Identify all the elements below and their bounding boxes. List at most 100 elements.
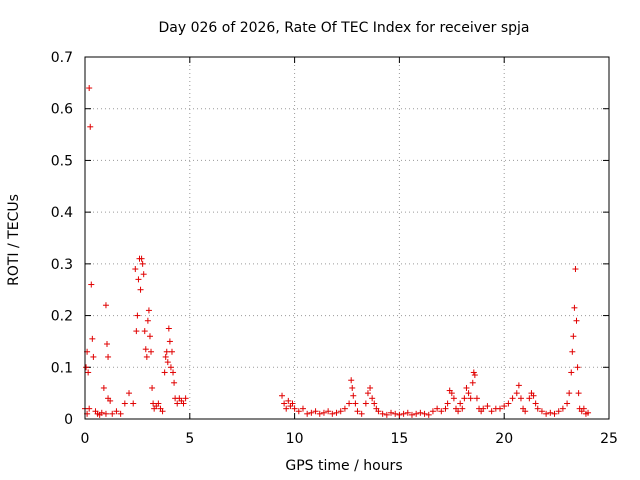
data-point	[425, 411, 432, 418]
data-point	[166, 338, 173, 345]
data-point	[522, 408, 529, 415]
data-point	[295, 408, 302, 415]
data-point	[350, 392, 357, 399]
data-point	[134, 312, 141, 319]
data-point	[285, 397, 292, 404]
data-point	[463, 384, 470, 391]
data-point	[87, 123, 94, 130]
data-point	[532, 400, 539, 407]
data-point	[513, 390, 520, 397]
data-point	[396, 411, 403, 418]
data-point	[164, 359, 171, 366]
data-points	[82, 85, 592, 418]
data-point	[543, 410, 550, 417]
data-point	[121, 400, 128, 407]
data-point	[429, 408, 436, 415]
x-tick-label: 25	[600, 431, 618, 447]
data-point	[283, 405, 290, 412]
data-point	[572, 266, 579, 273]
data-point	[140, 271, 147, 278]
data-point	[142, 346, 149, 353]
data-point	[325, 408, 332, 415]
data-point	[375, 408, 382, 415]
data-point	[312, 408, 319, 415]
data-point	[85, 369, 92, 376]
x-tick-label: 5	[185, 431, 194, 447]
data-point	[459, 405, 466, 412]
data-point	[333, 409, 340, 416]
data-point	[354, 408, 361, 415]
data-point	[337, 408, 344, 415]
data-point	[362, 400, 369, 407]
data-point	[488, 408, 495, 415]
data-point	[566, 390, 573, 397]
data-point	[341, 405, 348, 412]
data-point	[369, 395, 376, 402]
data-point	[308, 409, 315, 416]
y-tick-label: 0	[64, 412, 73, 428]
data-point	[388, 409, 395, 416]
x-tick-label: 10	[286, 431, 304, 447]
data-point	[291, 405, 298, 412]
data-point	[143, 353, 150, 360]
data-point	[281, 400, 288, 407]
data-point	[102, 410, 109, 417]
data-point	[434, 405, 441, 412]
data-point	[358, 410, 365, 417]
data-point	[316, 410, 323, 417]
data-point	[450, 395, 457, 402]
y-tick-label: 0.5	[51, 153, 73, 169]
data-point	[155, 400, 162, 407]
x-tick-label: 15	[390, 431, 408, 447]
y-axis-label: ROTI / TECUs	[6, 194, 22, 286]
data-point	[162, 353, 169, 360]
data-point	[180, 400, 187, 407]
data-point	[102, 302, 109, 309]
data-point	[580, 405, 587, 412]
data-point	[289, 400, 296, 407]
data-point	[408, 411, 415, 418]
data-point	[137, 286, 144, 293]
data-point	[571, 304, 578, 311]
data-point	[455, 408, 462, 415]
y-tick-label: 0.1	[51, 360, 73, 376]
data-point	[392, 410, 399, 417]
data-point	[574, 364, 581, 371]
data-point	[417, 409, 424, 416]
y-tick-label: 0.2	[51, 309, 73, 325]
data-point	[509, 395, 516, 402]
data-point	[90, 353, 97, 360]
data-point	[413, 410, 420, 417]
data-point	[149, 384, 156, 391]
data-point	[448, 390, 455, 397]
data-point	[484, 403, 491, 410]
data-point	[400, 410, 407, 417]
y-tick-label: 0.4	[51, 205, 73, 221]
data-point	[352, 400, 359, 407]
data-point	[329, 410, 336, 417]
data-point	[573, 317, 580, 324]
data-point	[469, 379, 476, 386]
data-point	[133, 328, 140, 335]
data-point	[383, 411, 390, 418]
data-point	[145, 307, 152, 314]
data-point	[89, 335, 96, 342]
data-point	[161, 369, 168, 376]
data-point	[105, 353, 112, 360]
data-point	[174, 400, 181, 407]
data-point	[575, 390, 582, 397]
data-point	[88, 281, 95, 288]
data-point	[138, 255, 145, 262]
data-point	[170, 369, 177, 376]
data-point	[471, 372, 478, 379]
data-point	[86, 85, 93, 92]
data-point	[497, 405, 504, 412]
data-point	[146, 333, 153, 340]
x-tick-label: 20	[495, 431, 513, 447]
data-point	[585, 409, 592, 416]
data-point	[470, 369, 477, 376]
data-point	[501, 403, 508, 410]
x-tick-label: 0	[81, 431, 90, 447]
data-point	[168, 348, 175, 355]
